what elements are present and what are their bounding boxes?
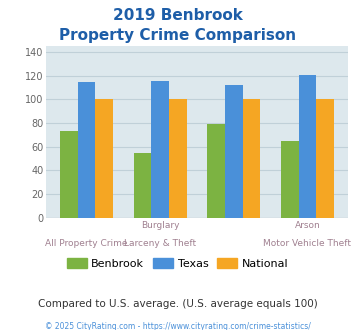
Bar [60, 131, 78, 218]
Text: Arson: Arson [295, 221, 320, 230]
Text: All Property Crime: All Property Crime [45, 239, 128, 248]
Bar [95, 99, 113, 218]
Text: Property Crime Comparison: Property Crime Comparison [59, 28, 296, 43]
Text: 2019 Benbrook: 2019 Benbrook [113, 8, 242, 23]
Bar [207, 124, 225, 218]
Bar [281, 141, 299, 218]
Text: Larceny & Theft: Larceny & Theft [124, 239, 196, 248]
Text: Burglary: Burglary [141, 221, 180, 230]
Bar [134, 153, 151, 218]
Text: Compared to U.S. average. (U.S. average equals 100): Compared to U.S. average. (U.S. average … [38, 299, 317, 309]
Legend: Benbrook, Texas, National: Benbrook, Texas, National [62, 254, 293, 273]
Bar [169, 99, 187, 218]
Bar [316, 99, 334, 218]
Bar [243, 99, 260, 218]
Bar [151, 81, 169, 218]
Text: © 2025 CityRating.com - https://www.cityrating.com/crime-statistics/: © 2025 CityRating.com - https://www.city… [45, 322, 310, 330]
Bar [225, 85, 243, 218]
Bar [299, 75, 316, 218]
Text: Motor Vehicle Theft: Motor Vehicle Theft [263, 239, 351, 248]
Bar [78, 82, 95, 218]
